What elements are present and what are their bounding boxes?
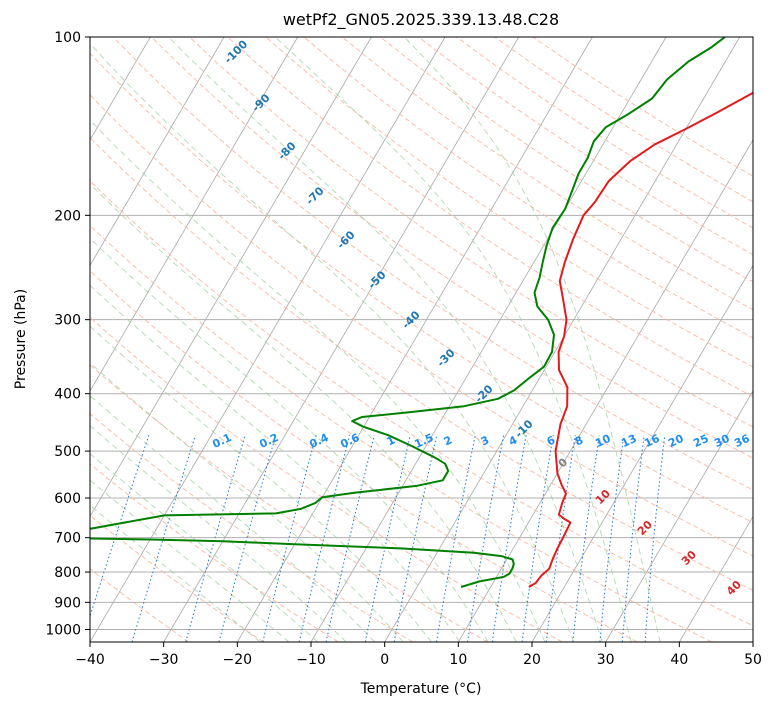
y-axis-label: Pressure (hPa) (13, 289, 29, 389)
mixing-ratio-label: 25 (691, 432, 710, 450)
dry-adiabat (341, 37, 753, 311)
mixing-ratio-label: 20 (666, 432, 686, 450)
dry-adiabat (90, 364, 488, 642)
mixing-ratio-line (393, 435, 438, 642)
isotherm-line (90, 37, 299, 392)
moist-adiabat (403, 37, 661, 642)
isotherm-line (90, 37, 151, 141)
x-tick-label: 50 (744, 652, 762, 668)
dry-adiabat (189, 37, 753, 428)
moist-adiabat (90, 479, 290, 642)
isotherm-line (90, 37, 372, 518)
dry-adiabat (90, 180, 753, 627)
plot-frame (89, 36, 754, 643)
dry-adiabat (90, 413, 414, 642)
y-tick-label: 500 (54, 444, 81, 460)
x-tick-label: 10 (449, 652, 467, 668)
moist-adiabat (90, 395, 376, 642)
mixing-ratio-label: 10 (593, 432, 613, 450)
dry-adiabat (90, 316, 563, 642)
dry-adiabat (90, 94, 753, 557)
moist-adiabat (90, 42, 575, 642)
dry-adiabat (112, 37, 753, 491)
dry-adiabat (227, 37, 753, 398)
x-tick-label: 20 (523, 652, 541, 668)
x-tick-label: 0 (380, 652, 389, 668)
moist-adiabat (90, 284, 461, 642)
mixing-ratio-label: 16 (642, 432, 662, 450)
mixing-ratio-line (325, 435, 375, 642)
dry-adiabat (90, 52, 753, 524)
y-tick-label: 300 (54, 313, 81, 329)
moist-adiabat (168, 37, 603, 642)
x-tick-label: 40 (670, 652, 688, 668)
axes: −40 −30 −20 −10 0 10 20 30 40 50 100 200 300 400 500 60… (45, 30, 762, 668)
chart-title: wetPf2_GN05.2025.339.13.48.C28 (283, 10, 559, 30)
mixing-ratio-line (621, 435, 645, 642)
mixing-ratio-line (185, 435, 246, 642)
isotherm-line (457, 139, 753, 642)
dry-adiabat (380, 37, 753, 283)
moist-adiabat (274, 37, 632, 642)
mixing-ratio-label: 30 (712, 432, 732, 450)
dewpoint-profile-line (90, 37, 726, 588)
x-tick-label: −10 (296, 652, 326, 668)
isotherm-line (90, 37, 225, 267)
isotherm-line (310, 37, 667, 642)
mixing-ratio-label: 13 (619, 432, 638, 450)
x-tick-label: −20 (223, 652, 253, 668)
moist-adiabat (90, 237, 489, 642)
mixing-ratio-line (218, 435, 277, 642)
y-tick-label: 100 (54, 30, 81, 46)
moist-adiabat (90, 453, 319, 642)
moist-adiabat (90, 425, 347, 642)
dry-adiabat (151, 37, 753, 459)
y-tick-label: 200 (54, 208, 81, 224)
y-tick-label: 600 (54, 491, 81, 507)
x-tick-label: −30 (149, 652, 179, 668)
mixing-ratio-line (467, 435, 505, 642)
dry-adiabat (90, 224, 712, 642)
mixing-ratio-line (521, 435, 554, 642)
isotherm-line (236, 37, 593, 642)
dry-adiabat (90, 514, 264, 642)
mixing-ratio-line (644, 435, 666, 642)
mixing-ratio-label: 36 (732, 432, 752, 450)
mixing-ratio-line (572, 435, 600, 642)
isotherm-line (531, 264, 753, 642)
dry-adiabat (90, 136, 753, 591)
x-axis-label: Temperature (°C) (360, 681, 482, 697)
y-tick-label: 800 (54, 565, 81, 581)
y-tick-label: 900 (54, 595, 81, 611)
moist-adiabat (90, 183, 517, 642)
mixing-ratio-line (298, 435, 351, 642)
x-tick-label: 30 (597, 652, 615, 668)
isotherm-line (605, 390, 753, 642)
x-tick-label: −40 (75, 652, 105, 668)
isotherm-line (678, 515, 753, 642)
mixing-ratio-line (364, 435, 411, 642)
isotherm-line (90, 37, 446, 642)
mixing-ratio-line (599, 435, 625, 642)
y-tick-label: 1000 (45, 622, 81, 638)
moist-adiabat (90, 119, 546, 642)
y-tick-label: 400 (54, 387, 81, 403)
mixing-ratio-line (491, 435, 527, 642)
plot-area (90, 37, 753, 642)
mixing-ratio-line (435, 435, 476, 642)
mixing-ratio-line (545, 435, 576, 642)
y-tick-label: 700 (54, 531, 81, 547)
temperature-profile-line (528, 91, 753, 588)
moist-adiabat (90, 325, 432, 642)
